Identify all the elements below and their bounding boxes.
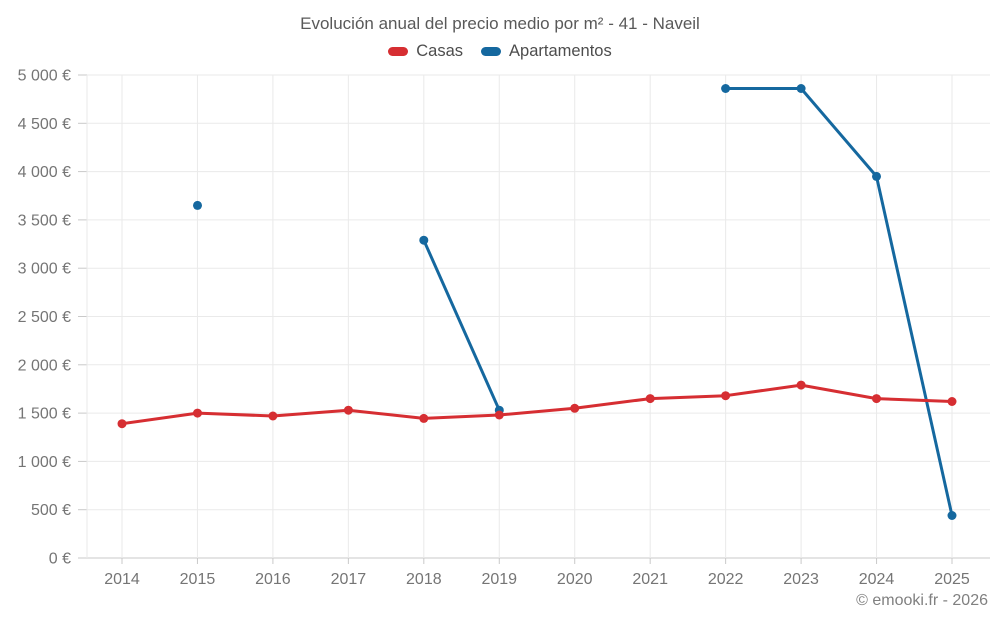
- x-tick-label: 2024: [859, 571, 895, 588]
- y-tick-label: 4 500 €: [18, 116, 71, 133]
- x-tick-label: 2014: [104, 571, 140, 588]
- casas-point-2017[interactable]: [343, 405, 353, 415]
- casas-point-2020[interactable]: [570, 403, 580, 413]
- apartamentos-line: [422, 238, 501, 412]
- apartamentos-point-2022[interactable]: [721, 84, 731, 93]
- apartamentos-point-2023[interactable]: [796, 84, 806, 93]
- legend-item-apartamentos[interactable]: Apartamentos: [481, 42, 612, 61]
- y-tick-label: 4 000 €: [18, 164, 71, 181]
- y-tick-label: 0 €: [49, 551, 71, 568]
- legend-label-casas: Casas: [416, 42, 464, 60]
- x-tick-label: 2020: [557, 571, 593, 588]
- apartamentos-point-2015[interactable]: [193, 200, 202, 210]
- x-tick-label: 2016: [255, 571, 291, 588]
- legend-label-apartamentos: Apartamentos: [509, 42, 612, 60]
- y-tick-label: 1 500 €: [18, 406, 71, 423]
- x-tick-label: 2021: [632, 571, 668, 588]
- casas-point-2014[interactable]: [117, 419, 127, 429]
- y-tick-label: 5 000 €: [18, 68, 71, 85]
- apartamentos-point-2018[interactable]: [419, 235, 429, 245]
- chart-legend: Casas Apartamentos: [0, 42, 1000, 61]
- apartamentos-series-swatch-icon: [481, 47, 502, 56]
- y-tick-label: 3 000 €: [18, 261, 71, 278]
- x-tick-label: 2022: [708, 571, 744, 588]
- x-tick-label: 2023: [783, 571, 819, 588]
- casas-point-2019[interactable]: [494, 410, 504, 420]
- x-tick-label: 2025: [934, 571, 970, 588]
- apartamentos-point-2024[interactable]: [872, 171, 881, 181]
- casas-point-2021[interactable]: [645, 394, 655, 404]
- x-tick-label: 2019: [481, 571, 517, 588]
- y-tick-label: 500 €: [31, 502, 71, 519]
- casas-point-2023[interactable]: [796, 380, 806, 390]
- casas-point-2018[interactable]: [419, 413, 429, 423]
- legend-item-casas[interactable]: Casas: [388, 42, 463, 61]
- casas-series-swatch-icon: [388, 47, 409, 56]
- x-tick-label: 2017: [331, 571, 367, 588]
- casas-point-2024[interactable]: [872, 394, 881, 404]
- x-tick-label: 2018: [406, 571, 442, 588]
- y-tick-label: 1 000 €: [18, 454, 71, 471]
- casas-point-2025[interactable]: [947, 397, 957, 406]
- casas-point-2015[interactable]: [193, 408, 202, 418]
- casas-point-2016[interactable]: [268, 411, 278, 421]
- chart-title: Evolución anual del precio medio por m² …: [300, 14, 700, 33]
- x-tick-label: 2015: [180, 571, 216, 588]
- y-tick-label: 2 000 €: [18, 357, 71, 374]
- apartamentos-line: [724, 87, 954, 517]
- apartamentos-point-2025[interactable]: [947, 511, 957, 520]
- casas-line: [120, 383, 954, 426]
- casas-point-2022[interactable]: [721, 391, 731, 401]
- y-tick-label: 2 500 €: [18, 309, 71, 326]
- copyright-text: © emooki.fr - 2026: [856, 592, 988, 609]
- y-tick-label: 3 500 €: [18, 212, 71, 229]
